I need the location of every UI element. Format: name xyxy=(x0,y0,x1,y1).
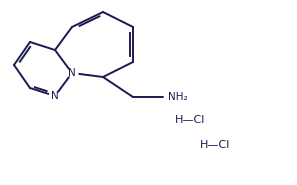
Text: H—Cl: H—Cl xyxy=(200,140,230,150)
Text: N: N xyxy=(68,68,76,78)
Text: NH₂: NH₂ xyxy=(168,92,188,102)
Text: N: N xyxy=(51,91,59,101)
Text: H—Cl: H—Cl xyxy=(175,115,205,125)
